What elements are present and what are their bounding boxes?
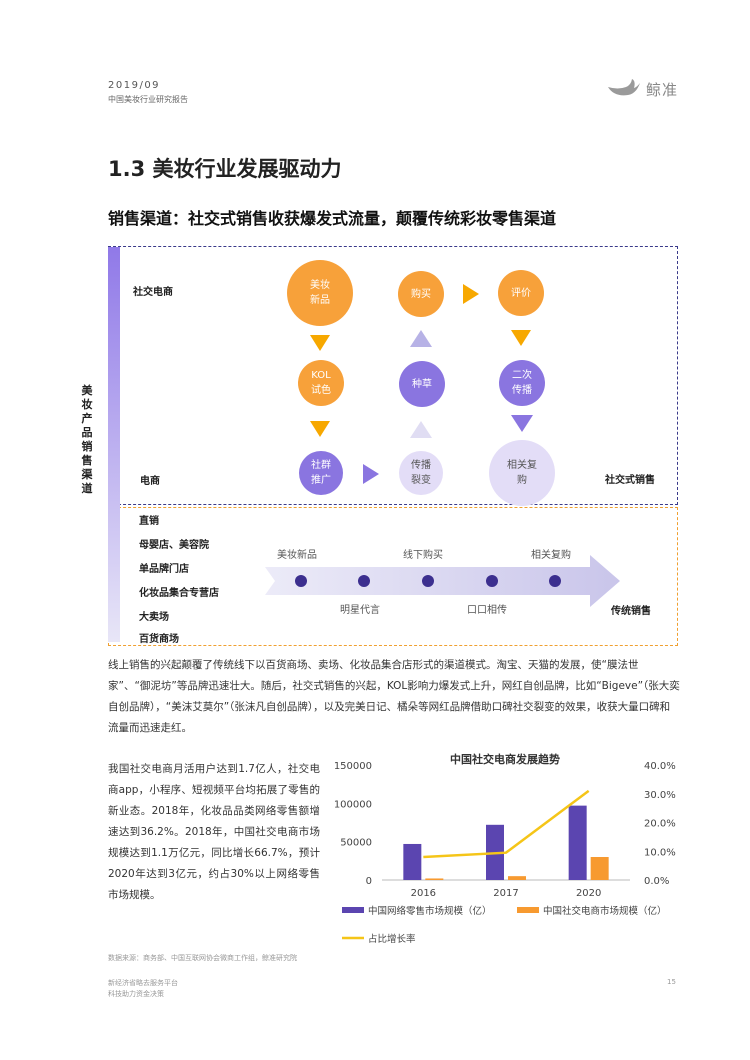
footer-line2: 科技助力资金决策 (108, 990, 164, 998)
legend-swatch-social (517, 907, 539, 913)
legend-swatch-online (342, 907, 364, 913)
line-growth-rate (423, 789, 590, 859)
brand-name: 鲸准 (646, 81, 679, 99)
arrow-right-icon (363, 464, 379, 484)
arrow-right-icon (463, 284, 479, 304)
y-right-tick: 0.0% (644, 876, 669, 887)
flow-dot (358, 575, 370, 587)
flow-dot (295, 575, 307, 587)
arrow-bottom-label: 口口相传 (467, 605, 507, 616)
page-number: 15 (667, 978, 676, 986)
stats-paragraph: 我国社交电商月活用户达到1.7亿人，社交电商app，小程序、短视频平台均拓展了零… (108, 763, 320, 901)
x-tick-label: 2017 (493, 888, 518, 899)
y-right-tick: 10.0% (644, 847, 676, 858)
bar-social-ecom (590, 857, 609, 880)
y-right-tick: 40.0% (644, 761, 676, 772)
y-right-tick: 30.0% (644, 790, 676, 801)
circle-repurchase: 相关复 购 (489, 440, 555, 506)
flow-dot (549, 575, 561, 587)
section-title: 1.3 美妆行业发展驱动力 (108, 157, 342, 181)
channel-item: 单品牌门店 (139, 564, 189, 575)
bar-online-retail (403, 843, 422, 880)
report-date: 2019/09 (108, 80, 161, 91)
footer-line1: 新经济省略去服务平台 (108, 979, 178, 987)
whale-logo-icon (608, 79, 640, 96)
social-ecom-chart: 中国社交电商发展趋势 0 50000 100000 150000 0.0% 10.0% 20.… (334, 752, 676, 945)
ecom-label: 电商 (140, 476, 160, 487)
arrow-top-label: 相关复购 (531, 550, 571, 561)
channel-item: 母婴店、美容院 (139, 540, 209, 551)
report-name: 中国美妆行业研究报告 (108, 95, 188, 104)
bar-social-ecom (508, 876, 526, 880)
circle-second-spread: 二次 传播 (499, 360, 545, 406)
arrow-down-icon (511, 330, 531, 346)
legend-label-rate: 占比增长率 (368, 933, 416, 945)
page-subtitle: 销售渠道：社交式销售收获爆发式流量，颠覆传统彩妆零售渠道 (108, 209, 557, 228)
y-left-tick: 0 (366, 876, 372, 887)
bar-online-retail (568, 805, 587, 880)
arrow-up-icon (410, 330, 432, 347)
bar-social-ecom (425, 878, 444, 880)
channel-item: 化妆品集合专营店 (139, 588, 219, 599)
channel-item: 大卖场 (139, 612, 169, 623)
y-right-tick: 20.0% (644, 819, 676, 830)
circle-kol: KOL 试色 (298, 360, 344, 406)
legend-label-online: 中国网络零售市场规模（亿） (368, 905, 492, 917)
vertical-channel-label: 美妆产品销售渠道 (81, 384, 93, 495)
x-tick-label: 2020 (576, 888, 601, 899)
arrow-up-icon (410, 421, 432, 438)
arrow-bottom-label: 明星代言 (340, 605, 380, 616)
circle-spread: 传播 裂变 (399, 451, 443, 495)
traditional-sales-label: 传统销售 (611, 606, 651, 617)
x-tick-label: 2016 (411, 888, 436, 899)
arrow-top-label: 美妆新品 (277, 550, 317, 561)
circle-buy: 购买 (398, 271, 444, 317)
chart-title: 中国社交电商发展趋势 (450, 752, 560, 766)
y-left-tick: 150000 (334, 761, 372, 772)
channel-item: 直销 (139, 516, 159, 527)
arrow-down-icon (310, 335, 330, 351)
y-left-tick: 100000 (334, 799, 372, 810)
circle-community: 社群 推广 (299, 451, 343, 495)
y-left-tick: 50000 (340, 838, 372, 849)
circle-grass: 种草 (399, 361, 445, 407)
circle-beauty-new: 美妆 新品 (287, 260, 353, 326)
channel-gradient-bar (108, 247, 120, 642)
intro-paragraph: 线上销售的兴起颠覆了传统线下以百货商场、卖场、化妆品集合店形式的渠道模式。淘宝、… (108, 659, 680, 734)
arrow-down-icon (310, 421, 330, 437)
data-source: 数据来源：商务部、中国互联网协会微商工作组，鲸准研究院 (108, 954, 297, 962)
channel-item: 百货商场 (139, 634, 179, 645)
social-sales-box (108, 246, 678, 505)
social-ecom-label: 社交电商 (133, 287, 173, 298)
arrow-top-label: 线下购买 (403, 550, 443, 561)
legend-label-social: 中国社交电商市场规模（亿） (543, 905, 667, 917)
flow-dot (486, 575, 498, 587)
arrow-down-icon (511, 415, 533, 432)
circle-review: 评价 (498, 270, 544, 316)
traditional-flow-arrow (265, 555, 620, 607)
flow-dot (422, 575, 434, 587)
social-sales-label: 社交式销售 (605, 475, 655, 486)
